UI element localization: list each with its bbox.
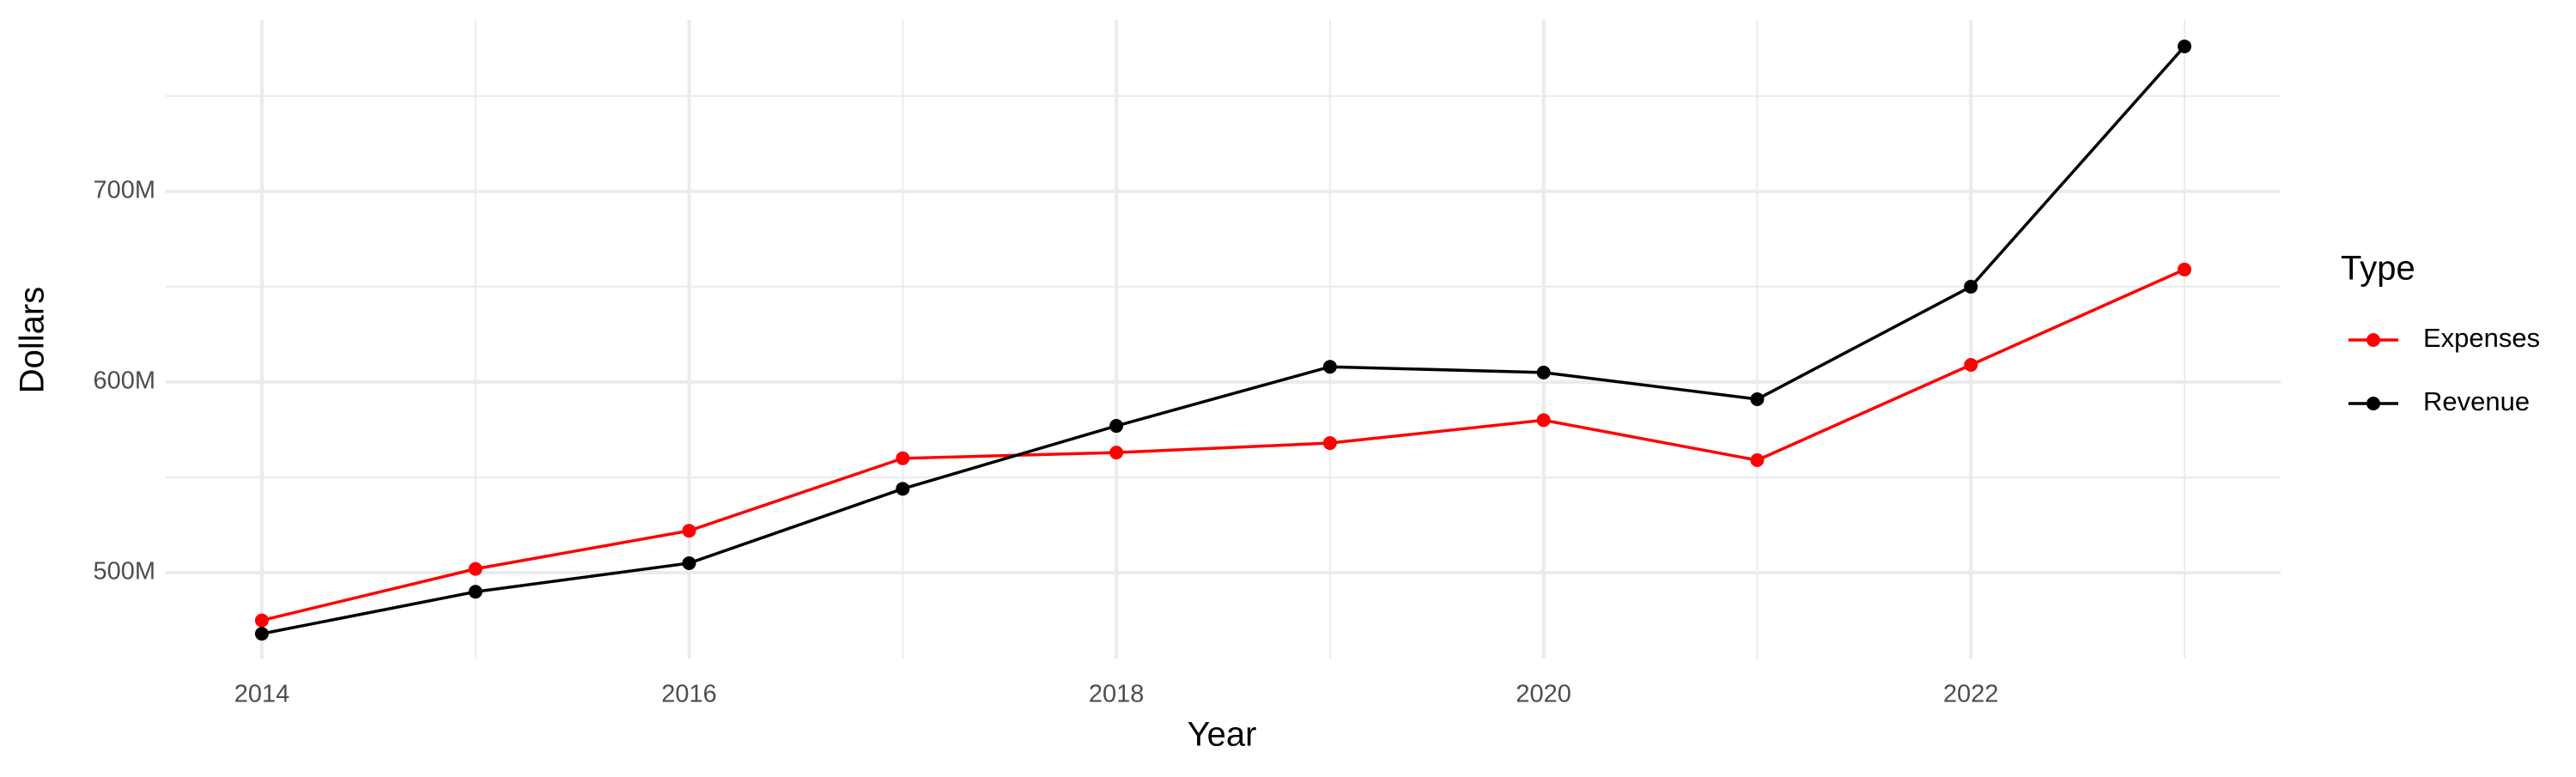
legend-label: Expenses xyxy=(2423,323,2540,353)
y-tick-label: 500M xyxy=(93,558,155,586)
series-line xyxy=(261,268,2185,622)
data-point xyxy=(1536,365,1551,379)
grid xyxy=(166,20,2281,659)
data-point xyxy=(1750,453,1765,468)
data-point xyxy=(1109,446,1124,460)
data-point xyxy=(682,555,696,570)
data-point xyxy=(2178,262,2192,276)
legend-key-point xyxy=(2366,333,2380,347)
data-point xyxy=(1322,436,1337,451)
data-point xyxy=(1322,360,1337,374)
x-tick-label: 2018 xyxy=(1089,681,1145,708)
x-tick-label: 2022 xyxy=(1943,681,1999,708)
data-point xyxy=(468,562,483,576)
legend-title: Type xyxy=(2341,250,2415,288)
legend-key-point xyxy=(2366,397,2380,410)
data-point xyxy=(2178,39,2192,54)
data-point xyxy=(1109,419,1124,434)
data-point xyxy=(468,585,483,599)
x-tick-label: 2016 xyxy=(661,681,717,708)
x-tick-label: 2020 xyxy=(1516,681,1571,708)
y-tick-label: 600M xyxy=(93,367,155,395)
data-point xyxy=(1964,357,1978,372)
data-point xyxy=(1536,413,1551,428)
y-axis-title: Dollars xyxy=(14,287,52,393)
y-tick-label: 700M xyxy=(93,177,155,204)
data-point xyxy=(254,627,269,641)
x-tick-label: 2014 xyxy=(234,681,290,708)
data-point xyxy=(896,451,910,465)
legend-label: Revenue xyxy=(2423,386,2530,416)
data-point xyxy=(1750,392,1765,406)
data-point xyxy=(682,524,696,538)
data-point xyxy=(254,613,269,628)
series-line xyxy=(261,45,2186,635)
data-point xyxy=(1964,279,1978,294)
x-axis-title: Year xyxy=(1188,716,1257,754)
data-point xyxy=(896,482,910,496)
